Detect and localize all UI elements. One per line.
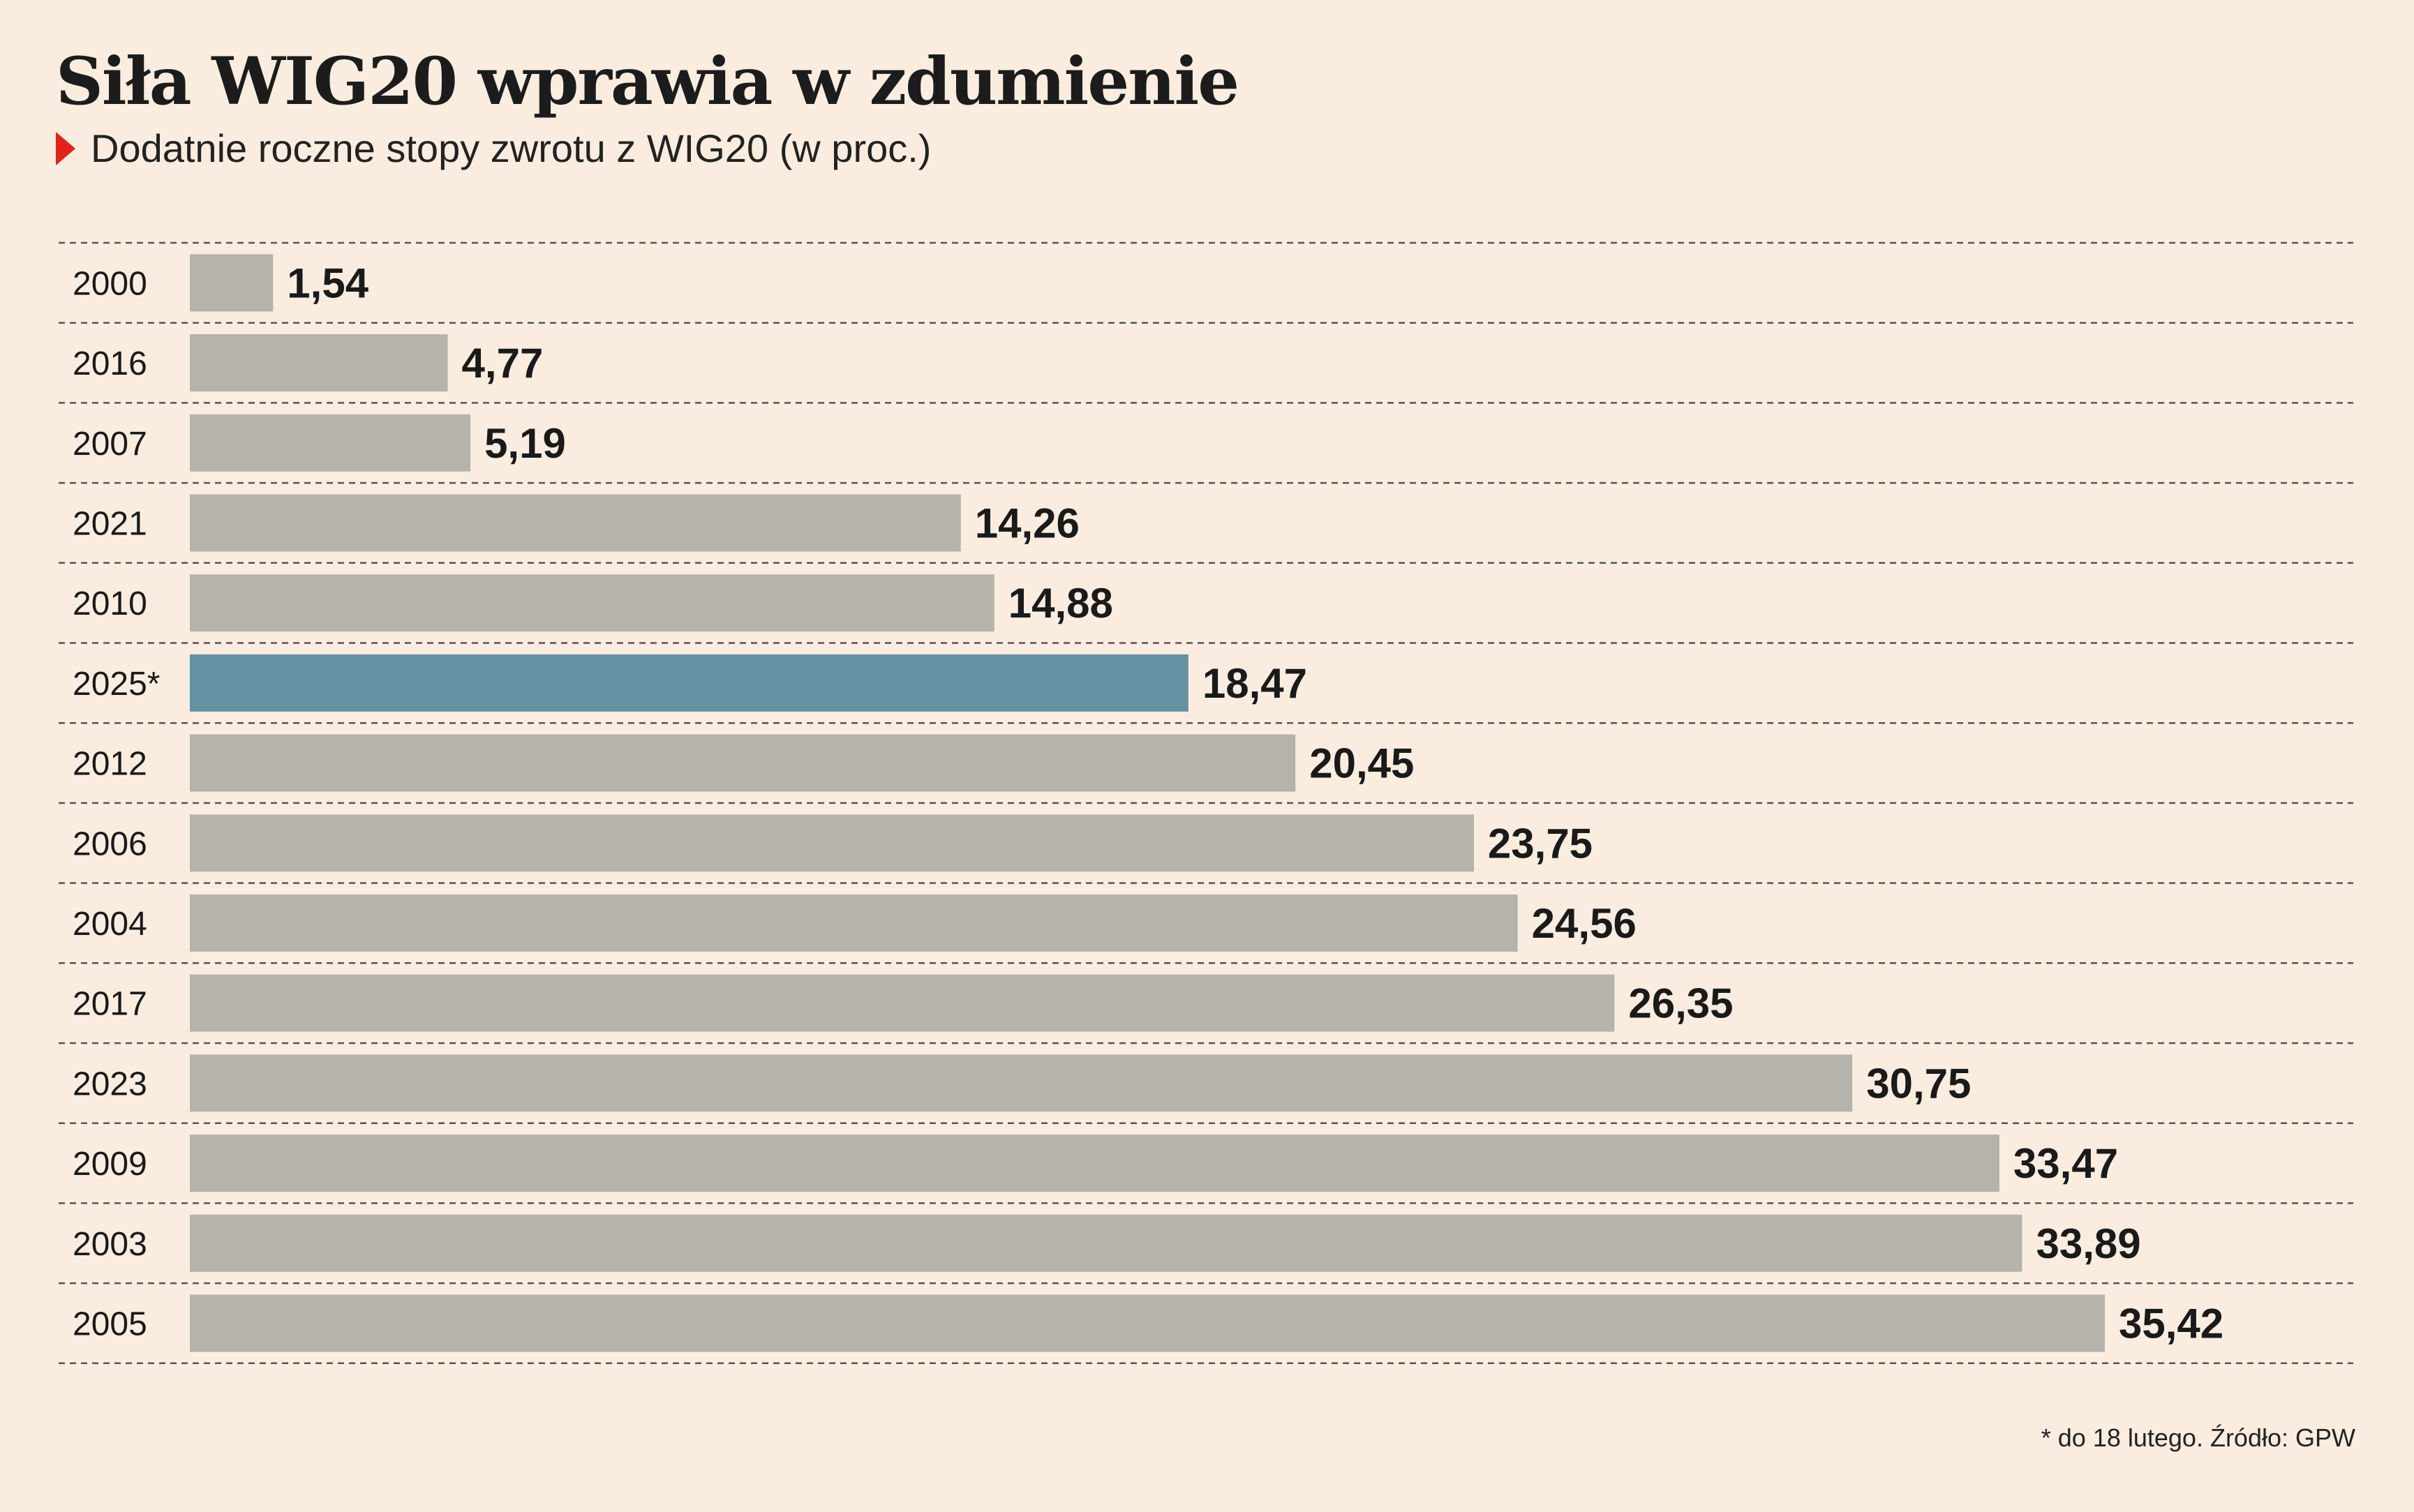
value-label: 33,47 bbox=[2013, 1140, 2118, 1187]
value-label: 14,88 bbox=[1008, 580, 1113, 627]
value-label: 24,56 bbox=[1532, 900, 1637, 947]
category-label: 2023 bbox=[73, 1065, 147, 1102]
category-label: 2025* bbox=[73, 666, 160, 703]
bar bbox=[190, 334, 448, 392]
chart-subtitle: Dodatnie roczne stopy zwrotu z WIG20 (w … bbox=[56, 126, 931, 171]
bar bbox=[190, 974, 1615, 1032]
labels: 2000 1,54 2016 4,77 2007 5,19 2021 14,26 2010 14,… bbox=[73, 260, 2223, 1347]
value-label: 33,89 bbox=[2036, 1220, 2140, 1267]
category-label: 2006 bbox=[73, 825, 147, 862]
value-label: 20,45 bbox=[1309, 740, 1414, 787]
red-triangle-icon bbox=[56, 131, 75, 165]
bar-highlight bbox=[190, 654, 1189, 712]
bar bbox=[190, 1214, 2022, 1272]
value-label: 35,42 bbox=[2119, 1300, 2223, 1347]
value-label: 4,77 bbox=[462, 340, 544, 387]
category-label: 2005 bbox=[73, 1305, 147, 1342]
footnote-source: * do 18 lutego. Źródło: GPW bbox=[2041, 1423, 2355, 1452]
bar bbox=[190, 494, 961, 552]
bar bbox=[190, 254, 274, 312]
bars bbox=[190, 254, 2105, 1352]
category-label: 2003 bbox=[73, 1226, 147, 1263]
bar bbox=[190, 734, 1296, 792]
chart-subtitle-text: Dodatnie roczne stopy zwrotu z WIG20 (w … bbox=[91, 126, 932, 170]
bar bbox=[190, 1054, 1853, 1112]
gridlines bbox=[59, 241, 2353, 1365]
bar bbox=[190, 1294, 2105, 1352]
bar bbox=[190, 1135, 1999, 1192]
category-label: 2004 bbox=[73, 906, 147, 943]
bar bbox=[190, 414, 471, 472]
category-label: 2000 bbox=[73, 265, 147, 302]
category-label: 2016 bbox=[73, 345, 147, 382]
bar bbox=[190, 574, 994, 632]
category-label: 2021 bbox=[73, 505, 147, 542]
bar bbox=[190, 814, 1474, 872]
value-label: 5,19 bbox=[484, 420, 566, 467]
category-label: 2017 bbox=[73, 986, 147, 1023]
category-label: 2009 bbox=[73, 1146, 147, 1183]
category-label: 2012 bbox=[73, 746, 147, 783]
category-label: 2007 bbox=[73, 426, 147, 463]
value-label: 23,75 bbox=[1488, 820, 1593, 867]
chart-title: Siła WIG20 wprawia w zdumienie bbox=[56, 43, 1239, 120]
value-label: 1,54 bbox=[287, 260, 368, 306]
value-label: 26,35 bbox=[1628, 980, 1733, 1027]
value-label: 18,47 bbox=[1202, 660, 1307, 707]
value-label: 14,26 bbox=[975, 500, 1080, 546]
category-label: 2010 bbox=[73, 585, 147, 622]
bar bbox=[190, 894, 1518, 952]
value-label: 30,75 bbox=[1866, 1060, 1971, 1107]
